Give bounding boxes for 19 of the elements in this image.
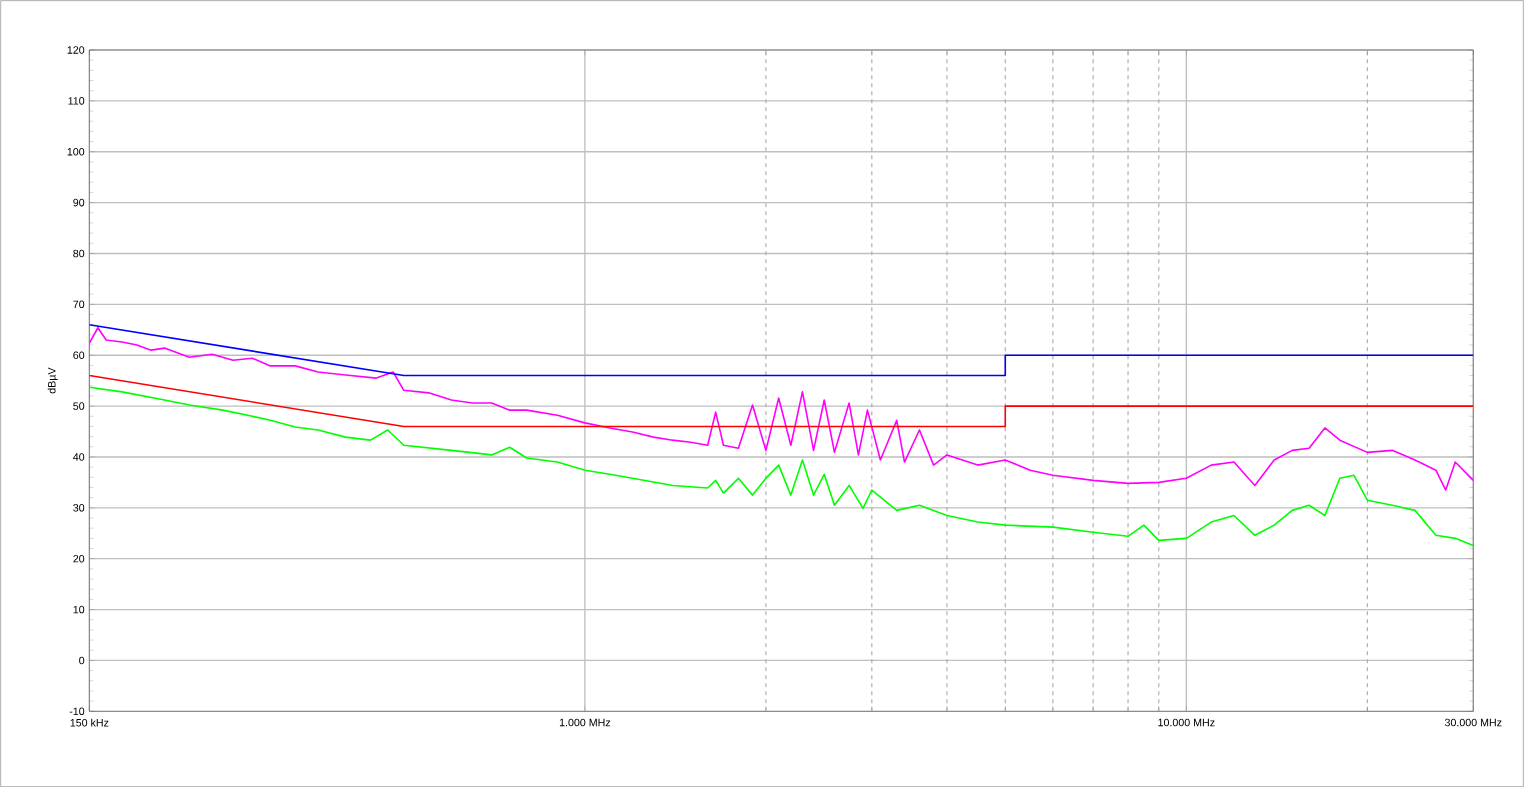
x-tick-label: 1.000 MHz bbox=[559, 718, 611, 727]
y-tick-label: 10 bbox=[73, 605, 85, 614]
y-tick-label: 100 bbox=[67, 147, 85, 156]
x-tick-label: 10.000 MHz bbox=[1158, 718, 1215, 727]
y-tick-label: 60 bbox=[73, 351, 85, 359]
y-tick-label: 120 bbox=[67, 46, 85, 54]
y-tick-label: 30 bbox=[73, 503, 85, 512]
y-tick-label: 0 bbox=[79, 656, 85, 665]
y-tick-label: 110 bbox=[68, 96, 85, 105]
y-tick-label: 50 bbox=[73, 402, 85, 410]
y-tick-label: 80 bbox=[73, 249, 85, 258]
y-tick-label: 70 bbox=[73, 300, 85, 308]
x-tick-label: 30.000 MHz bbox=[1444, 718, 1502, 727]
x-tick-label: 150 kHz bbox=[70, 718, 109, 727]
y-tick-label: -10 bbox=[69, 707, 85, 715]
y-tick-label: 90 bbox=[73, 198, 85, 207]
y-tick-label: 20 bbox=[73, 554, 85, 563]
y-tick-label: 40 bbox=[73, 453, 85, 461]
y-axis-title: dBµV bbox=[47, 367, 58, 394]
